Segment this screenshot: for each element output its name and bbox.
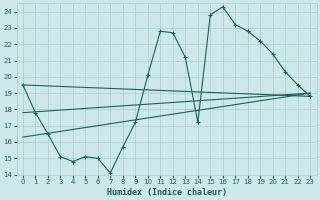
X-axis label: Humidex (Indice chaleur): Humidex (Indice chaleur) <box>107 188 227 197</box>
